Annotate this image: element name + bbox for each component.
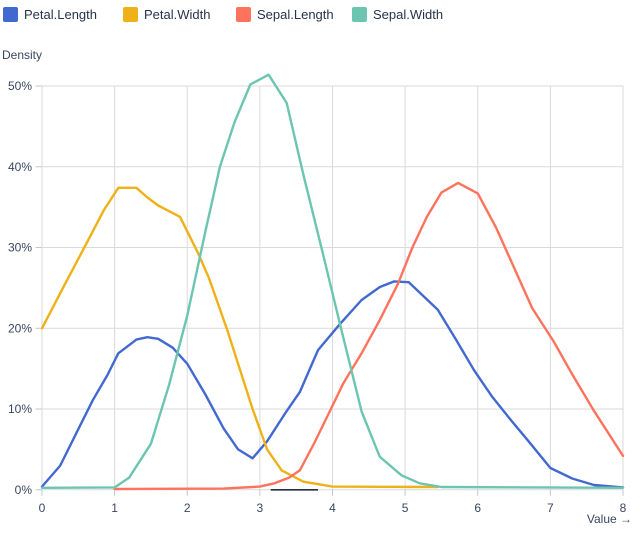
legend-item-sepal-width: Sepal.Width [352,7,443,22]
y-tick-label: 30% [8,241,32,255]
y-tick-label: 20% [8,321,32,335]
x-tick-label: 3 [257,501,264,515]
legend-item-petal-length: Petal.Length [3,7,97,22]
y-tick-label: 0% [15,483,33,497]
x-tick-label: 6 [474,501,481,515]
legend-swatch-icon [3,7,18,22]
x-tick-label: 1 [111,501,118,515]
chart-legend: Petal.Length Petal.Width Sepal.Length Sepal… [0,7,640,25]
legend-item-sepal-length: Sepal.Length [236,7,334,22]
density-curve-sepal-width [40,73,625,489]
density-curve-sepal-length [113,181,625,491]
x-tick-label: 2 [184,501,191,515]
y-tick-label: 10% [8,402,32,416]
x-tick-label: 5 [402,501,409,515]
x-axis-title: Value → [586,512,632,526]
legend-label: Petal.Width [144,7,211,22]
legend-swatch-icon [123,7,138,22]
legend-label: Petal.Length [24,7,98,22]
density-curve-petal-width [40,186,439,489]
y-tick-label: 50% [8,79,32,93]
legend-swatch-icon [236,7,251,22]
legend-label: Sepal.Width [373,7,444,22]
x-tick-label: 8 [620,501,627,515]
legend-item-petal-width: Petal.Width [123,7,210,22]
x-tick-label: 0 [39,501,46,515]
y-axis-title: Density [2,48,43,62]
legend-swatch-icon [352,7,367,22]
x-tick-label: 4 [329,501,336,515]
legend-label: Sepal.Length [257,7,334,22]
x-tick-label: 7 [547,501,554,515]
y-tick-label: 40% [8,160,32,174]
density-curve-petal-length [40,280,625,489]
